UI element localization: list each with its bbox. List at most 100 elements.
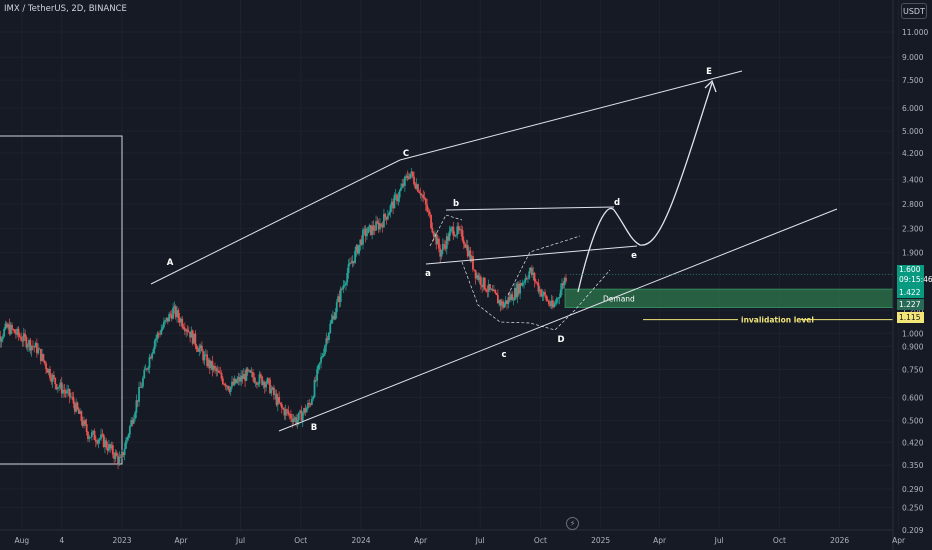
candle-body (276, 397, 279, 406)
candle-body (495, 292, 498, 296)
candle-body (438, 238, 440, 249)
wave-label-c: c (501, 350, 506, 360)
candle-body (66, 390, 68, 394)
candle-body (170, 314, 173, 319)
candle-body (491, 289, 494, 292)
candle-body (290, 414, 292, 419)
candle-body (97, 439, 100, 444)
candle-body (235, 378, 237, 384)
candle-body (525, 278, 528, 280)
candle-body (198, 348, 201, 352)
x-tick-label: 2024 (351, 536, 370, 545)
candle-body (12, 329, 15, 331)
candle-body (216, 370, 219, 372)
candle-body (427, 210, 430, 212)
candle-body (1, 336, 4, 340)
candle-body (449, 228, 452, 232)
time-axis[interactable]: Aug 4 2023 Apr Jul Oct 2024 Apr Jul Oct 2025 Apr Jul… (0, 529, 906, 545)
candle-body (498, 300, 501, 304)
y-tick-label: 6.000 (902, 104, 924, 113)
candle-body (81, 421, 84, 426)
y-tick-label: 0.900 (902, 343, 924, 352)
candle-body (190, 330, 193, 338)
candle-body (176, 310, 178, 318)
candle-body (166, 317, 169, 322)
chart-annotations: Demand invalidation level A B C D Ea b c d e (150, 67, 894, 433)
candle-body (3, 328, 6, 337)
x-tick-label: Jul (714, 536, 724, 545)
candle-body (221, 378, 224, 384)
candle-body (389, 205, 392, 213)
currency-button[interactable]: USDT (901, 3, 927, 19)
candle-body (398, 190, 401, 198)
candle-body (439, 248, 442, 257)
candle-body (269, 379, 271, 394)
candle-body (430, 214, 432, 228)
candle-body (206, 354, 209, 367)
candle-body (388, 212, 391, 216)
upper-channel-line-2 (399, 70, 743, 161)
candle-body (212, 366, 215, 371)
candle-body (485, 289, 487, 292)
candle-body (275, 394, 278, 406)
candle-body (515, 288, 518, 298)
candle-body (172, 307, 174, 319)
candle-body (443, 244, 446, 246)
candle-body (297, 412, 300, 420)
candle-body (11, 324, 13, 330)
candle-body (553, 303, 556, 308)
candle-body (5, 323, 8, 328)
candle-body (481, 285, 484, 288)
candle-body (551, 300, 554, 308)
candle-body (328, 332, 330, 341)
x-tick-label: Oct (773, 536, 786, 545)
candle-body (536, 282, 539, 284)
invalidation-label-bg (738, 314, 801, 325)
candle-body (508, 297, 511, 300)
candle-body (542, 292, 545, 295)
candle-body (128, 426, 131, 435)
candle-body (304, 408, 307, 413)
candle-body (473, 269, 476, 271)
candle-body (532, 272, 535, 276)
candle-body (329, 323, 332, 333)
y-tick-label: 1.000 (902, 329, 924, 338)
candle-body (265, 383, 267, 388)
candle-body (224, 384, 227, 387)
candle-body (308, 403, 311, 405)
candle-body (280, 404, 283, 408)
y-tick-label: 2.300 (902, 225, 924, 234)
candle-body (123, 448, 126, 456)
candle-body (37, 348, 40, 354)
wave-label-B: B (311, 423, 317, 433)
invalidation-label: invalidation level (741, 316, 814, 325)
candle-body (51, 375, 54, 382)
candle-body (299, 410, 302, 413)
candle-body (255, 382, 258, 385)
candle-body (405, 175, 408, 177)
candle-body (419, 192, 422, 196)
candle-body (83, 420, 85, 426)
candle-body (490, 289, 493, 290)
candle-body (100, 434, 102, 439)
candle-body (101, 434, 104, 436)
candle-body (261, 376, 264, 385)
candle-body (63, 389, 66, 392)
candle-body (500, 301, 503, 306)
candle-body (71, 396, 74, 398)
candle-body (45, 363, 47, 369)
candle-body (478, 276, 481, 280)
candle-body (223, 383, 226, 385)
candle-body (149, 357, 152, 359)
candle-body (436, 238, 439, 245)
candle-body (113, 454, 116, 459)
candle-body (148, 357, 151, 368)
lightning-icon[interactable]: ⚡ (566, 517, 579, 530)
candle-body (111, 445, 114, 455)
candle-body (293, 417, 296, 420)
candle-body (203, 354, 206, 361)
candle-body (46, 368, 49, 373)
y-tick-label: 4.200 (902, 149, 924, 158)
candle-body (94, 439, 97, 442)
